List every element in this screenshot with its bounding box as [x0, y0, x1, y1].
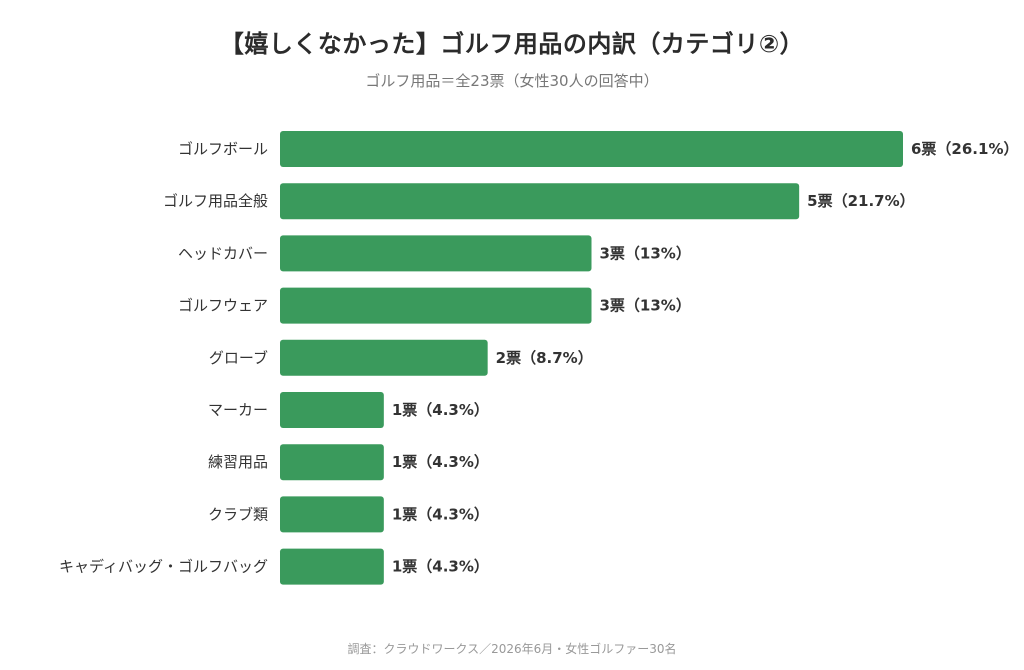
chart-subtitle: ゴルフ用品＝全23票（女性30人の回答中） — [365, 72, 659, 90]
value-label: 2票（8.7%） — [496, 349, 593, 367]
category-label: ゴルフボール — [178, 140, 268, 158]
chart-footer: 調査：クラウドワークス／2026年6月・女性ゴルファー30名 — [347, 642, 677, 656]
chart-title: 【嬉しくなかった】ゴルフ用品の内訳（カテゴリ②） — [219, 30, 805, 58]
value-label: 1票（4.3%） — [392, 505, 489, 523]
value-label: 1票（4.3%） — [392, 401, 489, 419]
value-label: 1票（4.3%） — [392, 558, 489, 576]
bar — [280, 496, 384, 533]
value-label: 3票（13%） — [600, 297, 691, 315]
bar — [280, 548, 384, 585]
category-label: クラブ類 — [208, 505, 268, 523]
bar — [280, 183, 800, 220]
category-label: グローブ — [209, 349, 268, 367]
category-label: ゴルフ用品全般 — [163, 192, 268, 210]
value-label: 3票（13%） — [600, 244, 691, 262]
category-label: ゴルフウェア — [178, 297, 268, 315]
value-label: 1票（4.3%） — [392, 453, 489, 471]
bar — [280, 287, 592, 324]
bar — [280, 131, 903, 167]
value-label: 5票（21.7%） — [807, 192, 914, 210]
bar — [280, 235, 592, 272]
category-label: マーカー — [208, 401, 268, 419]
bar — [280, 392, 384, 428]
category-label: キャディバッグ・ゴルフバッグ — [59, 558, 268, 576]
category-label: 練習用品 — [208, 453, 268, 471]
category-label: ヘッドカバー — [178, 244, 268, 262]
bar — [280, 339, 488, 376]
value-label: 6票（26.1%） — [911, 140, 1018, 158]
bar — [280, 444, 384, 481]
